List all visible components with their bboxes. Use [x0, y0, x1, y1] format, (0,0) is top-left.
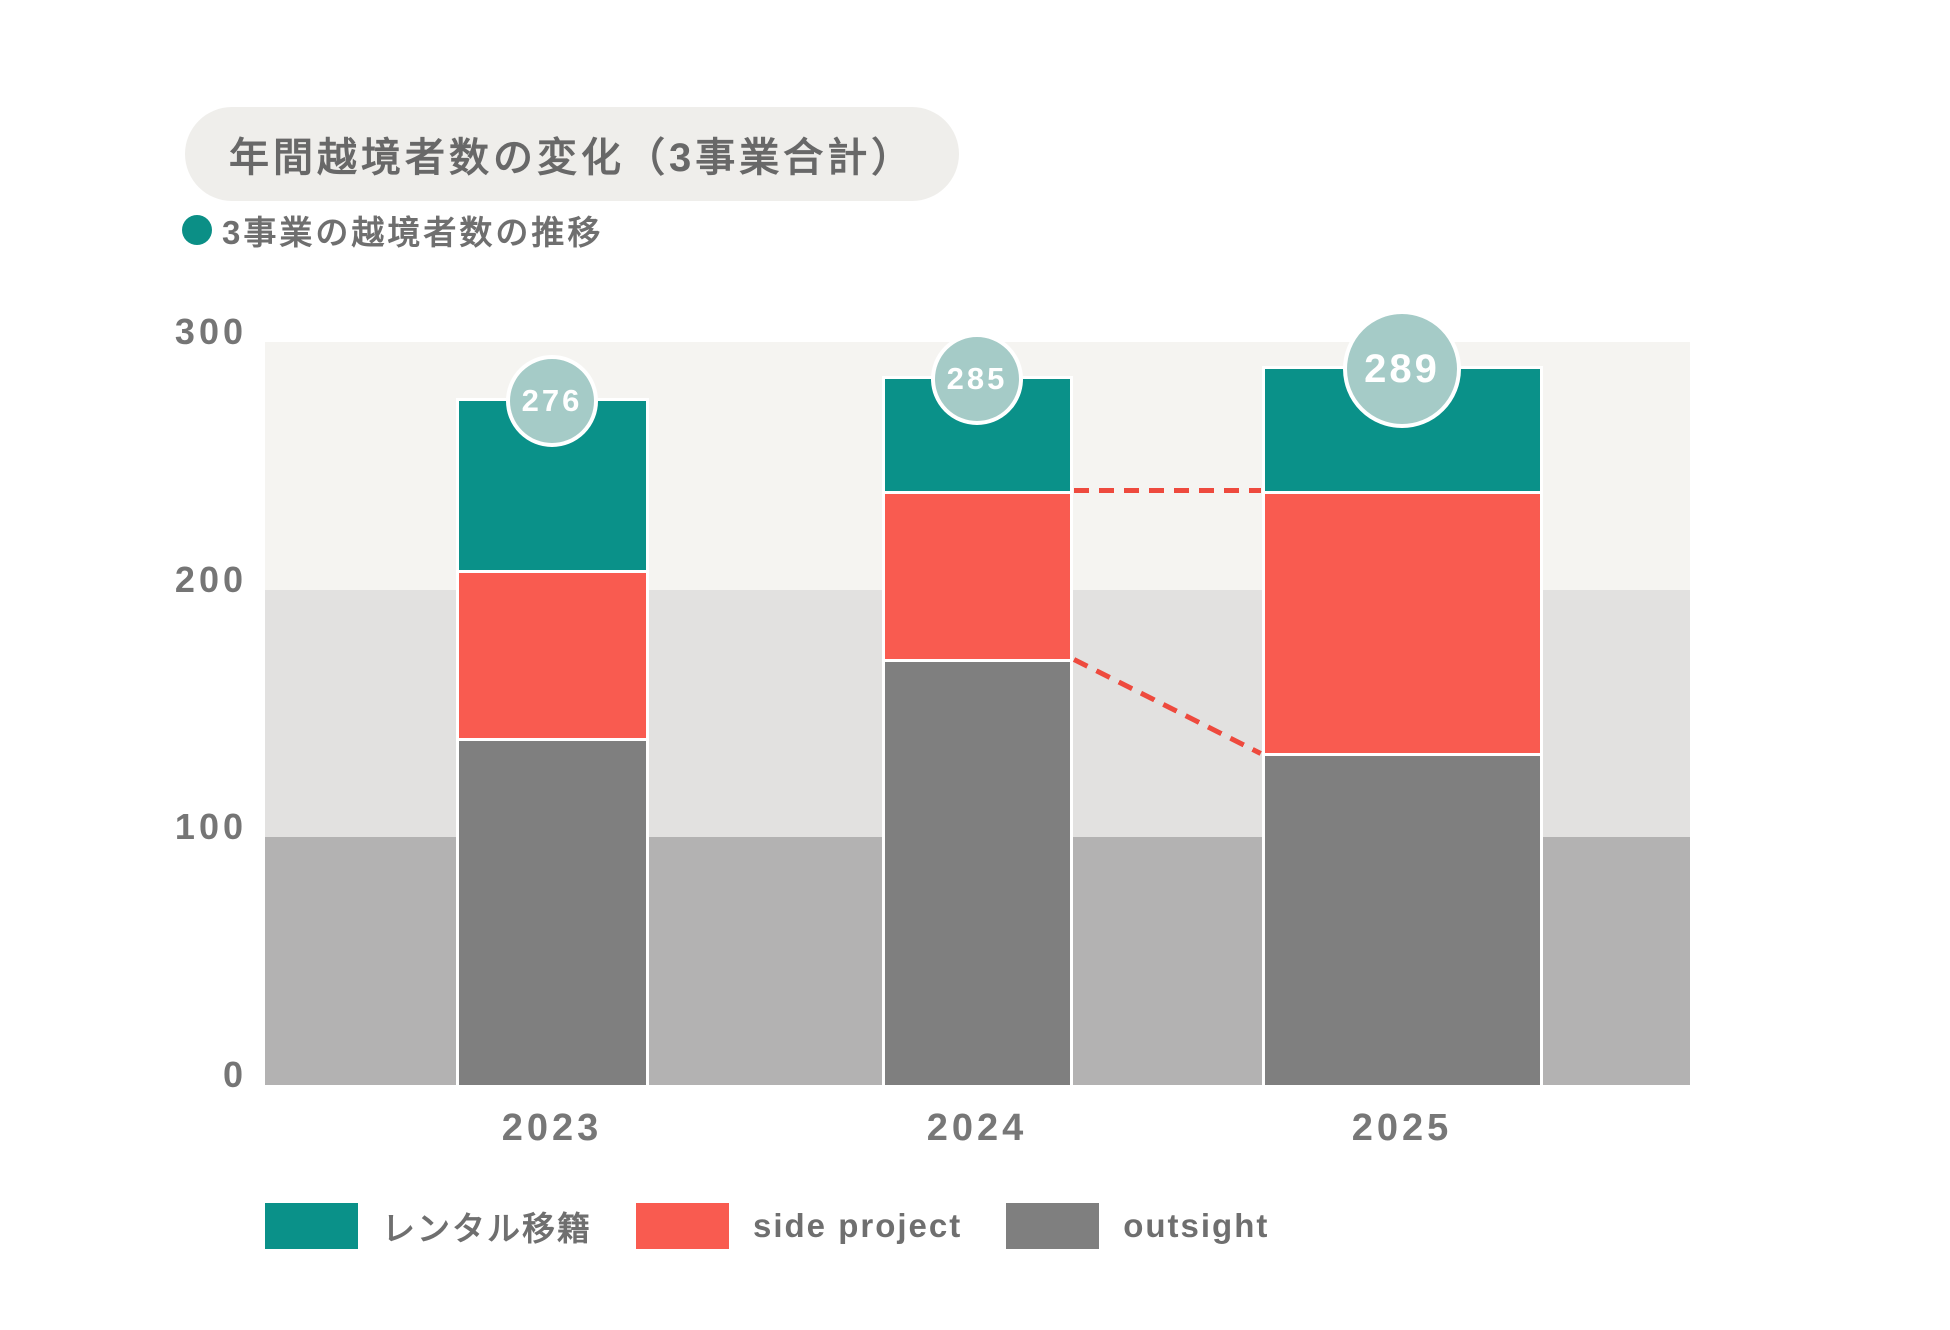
x-axis-label-2025: 2025 — [1351, 1107, 1453, 1149]
y-axis-tick-200: 200 — [174, 558, 247, 600]
bar-2023 — [455, 398, 649, 1085]
bar-segment-outsight-2024 — [884, 658, 1070, 1085]
y-axis-tick-100: 100 — [174, 806, 247, 848]
chart-title: 年間越境者数の変化（3事業合計） — [229, 136, 916, 180]
y-axis-tick-300: 300 — [174, 311, 247, 352]
plot-area — [265, 342, 1690, 1085]
legend-label-outsight: outsight — [1123, 1207, 1270, 1244]
legend-item-side-project: side project — [636, 1203, 962, 1249]
total-bubble-2025: 289 — [1343, 310, 1461, 429]
dashed-connector-top_of_side_project — [1073, 488, 1261, 494]
chart-legend: レンタル移籍 side project outsight — [265, 1202, 1269, 1250]
bar-2024 — [881, 376, 1073, 1085]
bar-segment-side-project-2024 — [884, 490, 1070, 659]
legend-swatch-side-project — [636, 1203, 729, 1249]
x-axis-label-2023: 2023 — [501, 1107, 603, 1149]
bar-segment-outsight-2023 — [458, 738, 646, 1085]
bar-segment-outsight-2025 — [1264, 753, 1540, 1085]
y-axis-tick-0: 0 — [222, 1054, 247, 1095]
total-bubble-2023: 276 — [506, 355, 598, 448]
x-axis-label-2024: 2024 — [926, 1107, 1028, 1149]
bar-segment-side-project-2025 — [1264, 490, 1540, 754]
legend-item-rental-iseki: レンタル移籍 — [265, 1202, 592, 1250]
legend-swatch-rental-iseki — [265, 1203, 358, 1249]
bullet-dot-icon — [182, 215, 212, 245]
chart-title-pill: 年間越境者数の変化（3事業合計） — [185, 107, 960, 201]
chart-subtitle-row: 3事業の越境者数の推移 — [182, 206, 603, 254]
bar-segment-side-project-2023 — [458, 569, 646, 739]
legend-swatch-outsight — [1006, 1203, 1100, 1249]
chart-subtitle: 3事業の越境者数の推移 — [222, 214, 604, 251]
legend-item-outsight: outsight — [1006, 1203, 1269, 1249]
total-bubble-2024: 285 — [931, 333, 1023, 426]
legend-label-side-project: side project — [753, 1207, 963, 1244]
legend-label-rental-iseki: レンタル移籍 — [382, 1210, 592, 1247]
bar-2025 — [1261, 366, 1543, 1085]
